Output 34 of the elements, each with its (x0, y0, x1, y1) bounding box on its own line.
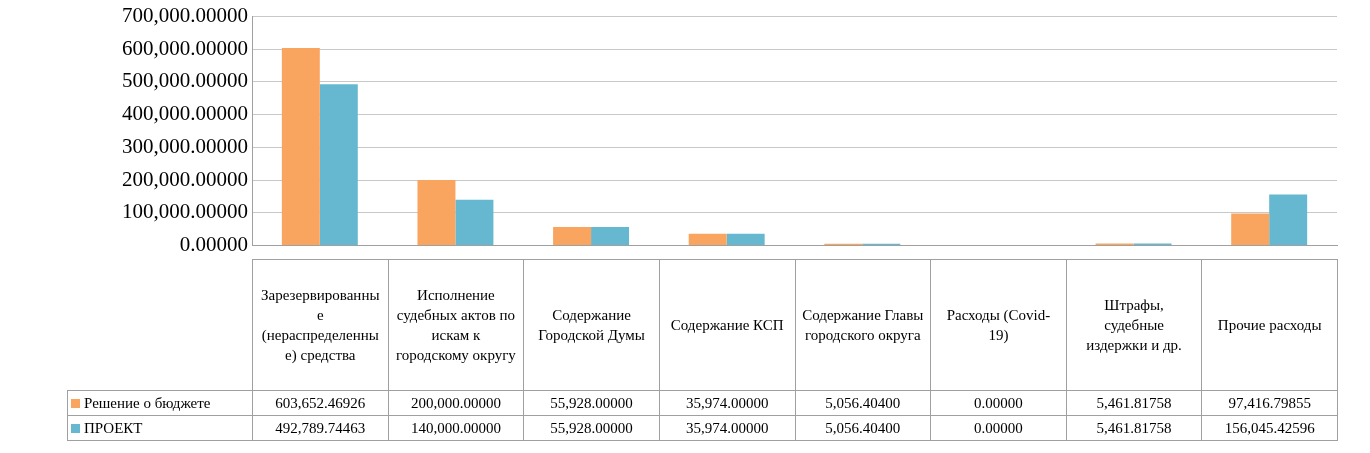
data-label: 35,974.00000 (659, 390, 795, 416)
y-tick-label: 100,000.00000 (122, 199, 248, 224)
data-label: 156,045.42596 (1201, 415, 1338, 441)
data-label: 55,928.00000 (523, 415, 660, 441)
data-label: 200,000.00000 (388, 390, 524, 416)
data-label: 5,056.40400 (795, 390, 931, 416)
y-tick-label: 700,000.00000 (122, 3, 248, 28)
y-tick-label: 0.00000 (179, 231, 248, 256)
x-tick-label: Прочие расходы (1201, 259, 1338, 391)
data-label: 5,461.81758 (1066, 390, 1202, 416)
y-tick-label: 400,000.00000 (122, 101, 248, 126)
data-label: 0.00000 (930, 390, 1067, 416)
y-tick-label: 200,000.00000 (122, 166, 248, 191)
y-tick-label: 500,000.00000 (122, 68, 248, 93)
y-tick-label: 300,000.00000 (122, 133, 248, 158)
y-tick-label: 600,000.00000 (122, 35, 248, 60)
data-label: 55,928.00000 (523, 390, 660, 416)
x-tick-label: Содержание Городской Думы (523, 259, 660, 391)
x-tick-label: Зарезервированные (нераспределенные) средства (252, 259, 389, 391)
data-label: 5,461.81758 (1066, 415, 1202, 441)
data-label: 140,000.00000 (388, 415, 524, 441)
data-label: 35,974.00000 (659, 415, 795, 441)
data-label: 5,056.40400 (795, 415, 931, 441)
x-tick-label: Содержание Главы городского округа (795, 259, 931, 391)
data-label: 603,652.46926 (252, 390, 389, 416)
x-tick-label: Штрафы, судебные издержки и др. (1066, 259, 1202, 391)
legend-label: Решение о бюджете (67, 390, 253, 416)
x-tick-label: Содержание КСП (659, 259, 795, 391)
x-tick-label: Расходы (Covid-19) (930, 259, 1067, 391)
legend-label: ПРОЕКТ (67, 415, 253, 441)
x-tick-label: Исполнение судебных актов по искам к городскому округу (388, 259, 524, 391)
data-label: 97,416.79855 (1201, 390, 1338, 416)
data-label: 0.00000 (930, 415, 1067, 441)
data-label: 492,789.74463 (252, 415, 389, 441)
